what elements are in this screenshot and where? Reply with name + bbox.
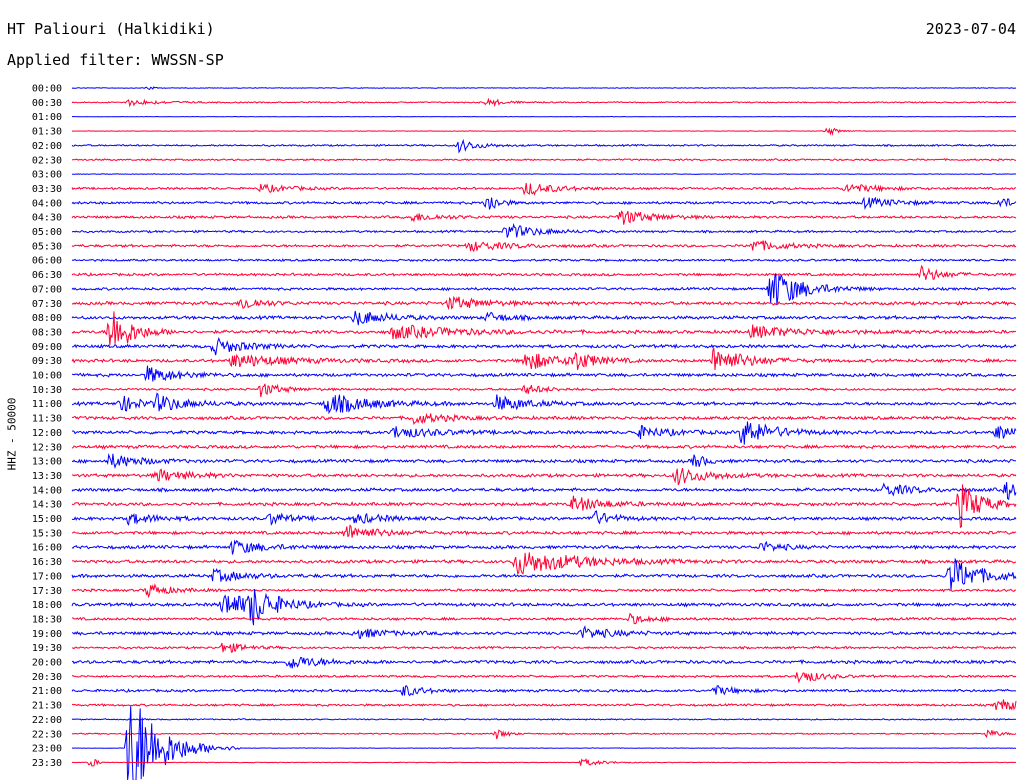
seismic-trace — [71, 127, 1017, 136]
row-time-label: 07:00 — [32, 284, 62, 295]
row-time-label: 02:00 — [32, 141, 62, 152]
seismic-trace — [71, 365, 1017, 382]
row-time-label: 03:30 — [32, 184, 62, 195]
row-time-label: 10:30 — [32, 385, 62, 396]
seismic-trace — [71, 183, 1016, 196]
row-time-label: 21:00 — [32, 686, 62, 697]
row-time-label: 07:30 — [32, 299, 62, 310]
row-time-label: 05:30 — [32, 241, 62, 252]
row-time-label: 02:30 — [32, 155, 62, 166]
seismic-trace — [71, 196, 1017, 211]
seismic-trace — [71, 625, 1017, 639]
seismic-trace — [71, 173, 1017, 175]
row-time-label: 01:30 — [32, 127, 62, 138]
row-time-label: 06:30 — [32, 270, 62, 281]
seismic-trace — [71, 656, 1017, 669]
seismic-trace — [71, 311, 1017, 346]
seismic-trace — [71, 642, 1017, 653]
row-time-label: 15:00 — [32, 514, 62, 525]
seismic-trace — [71, 484, 1017, 529]
row-time-label: 17:00 — [32, 571, 62, 582]
date-label: 2023-07-04 — [925, 20, 1016, 38]
row-time-label: 18:30 — [32, 614, 62, 625]
seismic-trace — [71, 383, 1017, 397]
row-time-label: 04:30 — [32, 213, 62, 224]
seismic-trace — [71, 672, 1017, 684]
seismic-trace — [71, 264, 1016, 280]
row-time-label: 10:00 — [32, 371, 62, 382]
seismic-trace — [71, 97, 1017, 108]
row-time-label: 14:30 — [32, 500, 62, 511]
seismic-trace — [71, 273, 1017, 306]
seismic-trace — [71, 210, 1017, 225]
row-time-label: 06:00 — [32, 256, 62, 267]
seismic-trace — [71, 729, 1017, 740]
row-time-label: 09:30 — [32, 356, 62, 367]
seismic-trace — [71, 539, 1017, 555]
seismic-trace — [71, 718, 1017, 721]
row-time-label: 08:00 — [32, 313, 62, 324]
row-time-label: 00:30 — [32, 98, 62, 109]
seismic-trace — [71, 158, 1017, 162]
row-time-label: 20:00 — [32, 658, 62, 669]
row-time-label: 12:30 — [32, 442, 62, 453]
row-time-label: 11:30 — [32, 414, 62, 425]
seismic-trace — [71, 612, 1017, 625]
seismic-trace — [71, 706, 1016, 780]
seismic-trace — [71, 258, 1017, 263]
row-time-label: 08:30 — [32, 327, 62, 338]
seismic-trace — [71, 557, 1017, 591]
row-time-label: 19:30 — [32, 643, 62, 654]
row-time-label: 21:30 — [32, 701, 62, 712]
row-time-label: 03:00 — [32, 170, 62, 181]
row-time-label: 09:00 — [32, 342, 62, 353]
filter-label: Applied filter: WWSSN-SP — [7, 51, 224, 69]
seismic-trace — [71, 240, 1017, 253]
seismic-trace — [71, 589, 1017, 626]
seismic-trace — [71, 86, 1017, 90]
seismic-trace — [71, 453, 1017, 470]
row-time-label: 11:00 — [32, 399, 62, 410]
row-time-label: 20:30 — [32, 672, 62, 683]
row-time-label: 01:00 — [32, 112, 62, 123]
row-time-label: 00:00 — [32, 84, 62, 95]
row-time-label: 22:00 — [32, 715, 62, 726]
seismic-trace — [71, 295, 1017, 311]
seismic-trace — [71, 310, 1017, 326]
row-time-label: 13:00 — [32, 457, 62, 468]
seismic-trace — [71, 482, 1017, 501]
row-time-label: 17:30 — [32, 586, 62, 597]
seismic-trace — [71, 583, 1016, 599]
seismic-trace — [71, 412, 1017, 425]
row-time-label: 14:00 — [32, 485, 62, 496]
station-title: HT Paliouri (Halkidiki) — [7, 20, 215, 38]
row-time-label: 13:30 — [32, 471, 62, 482]
row-time-label: 05:00 — [32, 227, 62, 238]
seismic-trace — [72, 337, 1017, 356]
seismic-trace — [71, 392, 1017, 415]
seismic-trace — [71, 421, 1017, 445]
row-time-label: 12:00 — [32, 428, 62, 439]
seismic-trace — [71, 467, 1017, 486]
row-time-label: 18:00 — [32, 600, 62, 611]
seismic-trace — [71, 138, 1017, 154]
seismic-trace — [71, 524, 1017, 538]
row-time-label: 16:30 — [32, 557, 62, 568]
seismic-trace — [71, 699, 1017, 711]
row-time-label: 15:30 — [32, 528, 62, 539]
row-time-label: 04:00 — [32, 198, 62, 209]
seismic-trace — [71, 223, 1017, 238]
seismic-trace — [71, 552, 1017, 576]
seismic-trace — [71, 347, 1017, 371]
seismic-trace — [71, 443, 1017, 450]
row-time-label: 16:00 — [32, 543, 62, 554]
seismic-trace — [71, 758, 1016, 767]
seismic-trace — [71, 685, 1017, 697]
row-time-label: 19:00 — [32, 629, 62, 640]
row-time-label: 23:00 — [32, 744, 62, 755]
row-time-label: 22:30 — [32, 729, 62, 740]
row-time-label: 23:30 — [32, 758, 62, 769]
seismic-trace — [71, 510, 1017, 526]
